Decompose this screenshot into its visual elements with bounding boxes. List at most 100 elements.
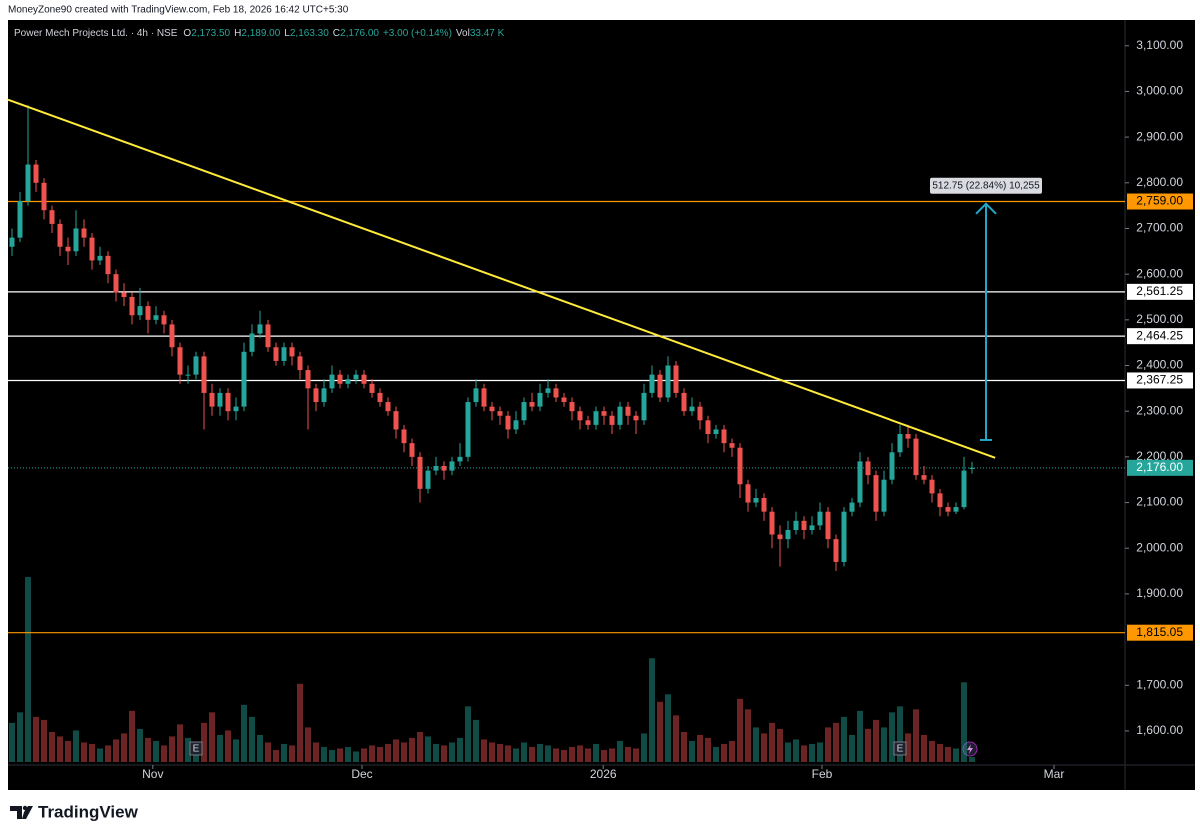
- candle-body: [337, 374, 343, 384]
- candle-body: [361, 374, 367, 384]
- candle-body: [385, 402, 391, 412]
- volume-bar: [449, 742, 455, 762]
- volume-bar: [465, 706, 471, 762]
- candle-body: [721, 429, 727, 444]
- x-tick-label: Mar: [1044, 767, 1065, 781]
- volume-bar: [441, 745, 447, 762]
- volume-bar: [353, 751, 359, 762]
- level-label-box: [1127, 328, 1193, 345]
- candle-body: [889, 452, 895, 480]
- y-tick-label: 2,600.00: [1136, 266, 1183, 280]
- candle-body: [313, 388, 319, 403]
- candle-body: [281, 347, 287, 361]
- volume-bar: [481, 739, 487, 762]
- volume-bar: [57, 736, 63, 762]
- volume-bar: [905, 733, 911, 762]
- candle-body: [433, 466, 439, 471]
- volume-bar: [593, 743, 599, 762]
- candle-body: [609, 415, 615, 425]
- legend-title: Power Mech Projects Ltd. · 4h · NSE: [14, 28, 178, 39]
- candle-body: [497, 411, 503, 416]
- candle-body: [297, 356, 303, 371]
- earnings-marker-box: [893, 741, 907, 756]
- y-tick-label: 2,300.00: [1136, 403, 1183, 417]
- volume-bar: [553, 748, 559, 762]
- volume-bar: [313, 742, 319, 762]
- earnings-marker: E: [193, 744, 200, 755]
- volume-bar: [737, 698, 743, 762]
- candle-body: [921, 475, 927, 480]
- y-tick-label: 2,800.00: [1136, 175, 1183, 189]
- candle-body: [657, 374, 663, 398]
- level-label: 2,561.25: [1136, 284, 1183, 298]
- candle-body: [65, 246, 71, 252]
- volume-bar: [801, 745, 807, 762]
- candle-body: [665, 365, 671, 398]
- volume-bar: [161, 745, 167, 762]
- volume-bar: [945, 746, 951, 762]
- candle-body: [265, 324, 271, 348]
- volume-bar: [217, 734, 223, 762]
- legend-key: C: [333, 28, 340, 39]
- y-tick-label: 2,100.00: [1136, 495, 1183, 509]
- candle-body: [105, 255, 111, 275]
- volume-bar: [377, 746, 383, 762]
- volume-bar: [969, 756, 975, 762]
- y-tick-label: 2,200.00: [1136, 449, 1183, 463]
- legend: Power Mech Projects Ltd. · 4h · NSE O2,17…: [14, 28, 505, 39]
- level-label-box: [1127, 624, 1193, 641]
- volume-bar: [457, 737, 463, 762]
- candle-body: [809, 525, 815, 530]
- candle-body: [625, 406, 631, 416]
- volume-bar: [289, 745, 295, 762]
- volume-bar: [689, 740, 695, 762]
- volume-bar: [169, 736, 175, 762]
- candle-body: [969, 467, 975, 469]
- candle-body: [73, 228, 79, 252]
- y-tick-label: 2,700.00: [1136, 221, 1183, 235]
- candle-body: [89, 237, 95, 261]
- candle-body: [137, 306, 143, 316]
- volume-bar: [793, 739, 799, 762]
- candle-body: [33, 164, 39, 183]
- volume-bar: [649, 658, 655, 762]
- x-tick-label: Nov: [142, 767, 163, 781]
- legend-value: 2,163.30: [290, 28, 329, 39]
- volume-bar: [753, 727, 759, 762]
- candle-body: [505, 415, 511, 430]
- candle-body: [49, 210, 55, 224]
- volume-bar: [385, 743, 391, 762]
- volume-bar: [49, 731, 55, 762]
- candle-body: [161, 315, 167, 325]
- candle-body: [729, 443, 735, 448]
- volume-bar: [105, 745, 111, 762]
- candle-body: [305, 370, 311, 389]
- volume-bar: [897, 706, 903, 762]
- level-label-box: [1127, 283, 1193, 300]
- volume-bar: [657, 701, 663, 762]
- volume-bar: [809, 743, 815, 762]
- candle-body: [129, 296, 135, 316]
- candle-body: [81, 228, 87, 238]
- volume-bar: [521, 742, 527, 762]
- candle-body: [369, 383, 375, 393]
- volume-bar: [473, 719, 479, 762]
- candle-body: [689, 406, 695, 412]
- candle-body: [577, 411, 583, 421]
- candle-body: [785, 529, 791, 540]
- chart-background: [8, 20, 1195, 790]
- candle-body: [753, 497, 759, 503]
- level-label: 2,759.00: [1136, 194, 1183, 208]
- level-label-box: [1127, 372, 1193, 389]
- candle-body: [553, 388, 559, 398]
- candle-body: [97, 255, 103, 261]
- candle-body: [113, 274, 119, 293]
- volume-bar: [257, 734, 263, 762]
- volume-bar: [425, 736, 431, 762]
- candle-body: [633, 415, 639, 421]
- volume-bar: [641, 733, 647, 762]
- legend-key: Vol: [456, 28, 470, 39]
- candle-body: [57, 223, 63, 247]
- candle-body: [41, 182, 47, 211]
- volume-bar: [225, 730, 231, 762]
